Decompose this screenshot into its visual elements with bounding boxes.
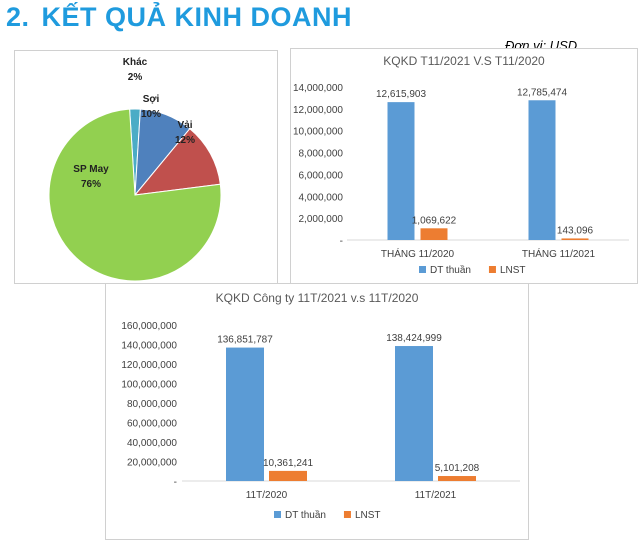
pie-slice-label: Sợi — [143, 94, 160, 105]
chart-title: KQKD Công ty 11T/2021 v.s 11T/2020 — [216, 291, 419, 305]
section-heading: 2. KẾT QUẢ KINH DOANH — [6, 2, 352, 33]
y-tick-label: - — [174, 477, 177, 488]
y-tick-label: 6,000,000 — [299, 170, 344, 181]
y-tick-label: - — [340, 236, 343, 247]
x-category-label: THÁNG 11/2020 — [381, 247, 455, 260]
legend-label: DT thuần — [430, 264, 471, 276]
monthly-bar-chart: KQKD T11/2021 V.S T11/2020 - 2,000,000 4,00… — [293, 54, 629, 276]
legend-swatch — [488, 266, 496, 273]
y-tick-label: 10,000,000 — [293, 127, 343, 138]
y-tick-label: 14,000,000 — [293, 83, 343, 94]
pie-slice-value: 76% — [81, 179, 101, 190]
y-tick-label: 20,000,000 — [127, 458, 177, 469]
section-title: KẾT QUẢ KINH DOANH — [41, 2, 353, 32]
x-category-label: 11T/2021 — [415, 490, 457, 501]
bar-value-label: 12,785,474 — [517, 87, 567, 98]
bar-profit — [420, 228, 448, 240]
bar-value-label: 136,851,787 — [217, 335, 273, 346]
y-tick-label: 80,000,000 — [127, 399, 177, 410]
pie-slice — [133, 128, 221, 196]
bar-revenue — [528, 100, 556, 240]
pie-chart-panel: Khác 2% Sợi 10% Vải 12% SP May 76% — [14, 50, 278, 284]
bar-value-label: 5,101,208 — [435, 463, 480, 474]
y-tick-label: 40,000,000 — [127, 438, 177, 449]
y-tick-label: 60,000,000 — [127, 419, 177, 430]
section-number: 2. — [6, 2, 30, 32]
y-tick-label: 140,000,000 — [121, 341, 177, 352]
pie-slice-value: 12% — [175, 135, 195, 146]
bar-profit — [561, 238, 589, 240]
bar-profit — [269, 470, 307, 481]
legend-swatch — [419, 266, 426, 273]
bar-revenue — [395, 346, 433, 481]
y-tick-label: 100,000,000 — [121, 380, 177, 391]
pie-slice-label: SP May — [73, 164, 109, 175]
monthly-bar-chart-panel: KQKD T11/2021 V.S T11/2020 - 2,000,000 4,00… — [290, 48, 638, 284]
legend-swatch — [343, 511, 351, 518]
bar-profit — [438, 476, 476, 481]
x-category-label: THÁNG 11/2021 — [522, 247, 596, 260]
pie-slice-value: 10% — [141, 109, 161, 120]
ytd-bar-chart-panel: KQKD Công ty 11T/2021 v.s 11T/2020 - 20,00… — [105, 283, 529, 540]
pie-slice-label: Khác — [123, 57, 148, 68]
ytd-bar-chart: KQKD Công ty 11T/2021 v.s 11T/2020 - 20,00… — [121, 291, 520, 521]
y-tick-label: 12,000,000 — [293, 105, 343, 116]
bar-revenue — [226, 347, 264, 481]
x-category-label: 11T/2020 — [246, 490, 288, 501]
bar-value-label: 10,361,241 — [263, 458, 313, 469]
legend-swatch — [274, 511, 281, 518]
legend-label: DT thuần — [285, 509, 326, 521]
pie-slice — [48, 108, 222, 282]
legend-label: LNST — [355, 510, 381, 521]
y-tick-label: 8,000,000 — [299, 149, 344, 160]
pie-chart: Khác 2%Sợi 10% Vải 12% SP May 76% — [48, 57, 222, 282]
pie-slice-value: 2% — [128, 72, 143, 83]
bar-value-label: 138,424,999 — [386, 333, 442, 344]
legend-label: LNST — [500, 265, 526, 276]
y-tick-label: 2,000,000 — [299, 214, 344, 225]
y-tick-label: 160,000,000 — [121, 321, 177, 332]
bar-revenue — [387, 102, 415, 240]
chart-title: KQKD T11/2021 V.S T11/2020 — [383, 54, 545, 68]
bar-value-label: 12,615,903 — [376, 89, 426, 100]
pie-slice-label: Vải — [177, 120, 192, 131]
bar-value-label: 143,096 — [557, 225, 594, 236]
y-tick-label: 4,000,000 — [299, 192, 344, 203]
bar-value-label: 1,069,622 — [412, 215, 457, 226]
y-tick-label: 120,000,000 — [121, 360, 177, 371]
